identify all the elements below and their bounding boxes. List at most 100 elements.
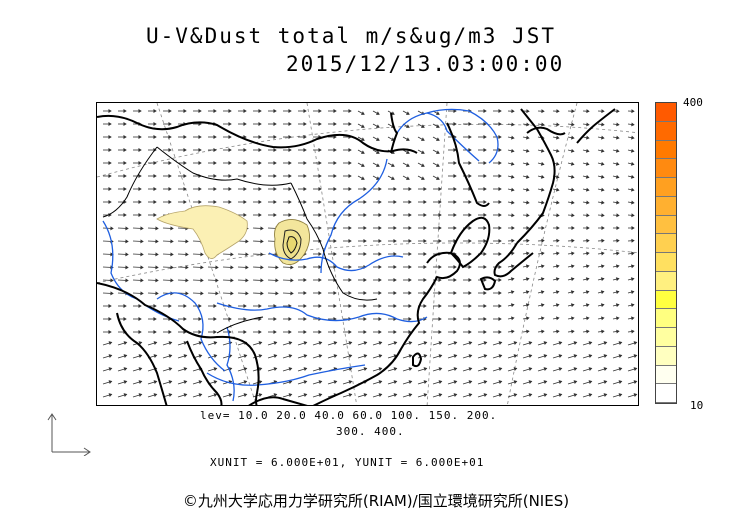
wind-arrow-head bbox=[586, 329, 590, 334]
wind-arrow-head bbox=[526, 200, 530, 205]
wind-arrow-head bbox=[630, 187, 635, 192]
wind-arrow-head bbox=[333, 161, 337, 165]
wind-arrow-head bbox=[423, 213, 427, 217]
wind-arrow-head bbox=[258, 393, 263, 397]
wind-arrow-head bbox=[138, 341, 143, 345]
wind-arrow-head bbox=[183, 148, 187, 152]
wind-arrow-head bbox=[630, 277, 635, 282]
wind-arrow-head bbox=[213, 135, 217, 139]
wind-arrow-head bbox=[333, 148, 337, 152]
wind-arrow-head bbox=[393, 213, 397, 217]
wind-arrow-head bbox=[423, 341, 428, 345]
wind-arrow-head bbox=[258, 341, 263, 345]
wind-arrow-head bbox=[483, 148, 487, 152]
wind-arrow-head bbox=[213, 174, 217, 178]
wind-arrow-head bbox=[258, 161, 262, 165]
wind-arrow-head bbox=[185, 278, 189, 283]
wind-arrow-head bbox=[420, 124, 425, 128]
wind-arrow-head bbox=[513, 367, 518, 371]
wind-arrow-head bbox=[541, 329, 545, 334]
wind-arrow-head bbox=[570, 277, 575, 282]
wind-arrow-head bbox=[168, 341, 173, 345]
wind-arrow-head bbox=[555, 148, 560, 153]
wind-arrow-head bbox=[155, 291, 159, 296]
wind-arrow-head bbox=[153, 187, 157, 191]
wind-arrow-head bbox=[258, 304, 262, 308]
wind-arrow-head bbox=[168, 354, 173, 358]
wind-arrow-head bbox=[215, 278, 219, 283]
wind-arrow-head bbox=[438, 187, 442, 191]
wind-arrow-head bbox=[556, 122, 560, 127]
wind-arrow-head bbox=[168, 174, 172, 178]
wind-arrow-head bbox=[198, 341, 203, 345]
wind-arrow-head bbox=[586, 135, 590, 140]
wind-arrow-head bbox=[585, 277, 590, 282]
wind-arrow-head bbox=[108, 317, 112, 321]
wind-arrow-head bbox=[423, 291, 427, 295]
wind-arrow-head bbox=[303, 367, 308, 371]
wind-arrow-head bbox=[360, 137, 365, 141]
wind-arrow-head bbox=[198, 317, 202, 321]
wind-arrow-head bbox=[586, 213, 590, 218]
wind-arrow-head bbox=[348, 354, 353, 358]
wind-arrow-head bbox=[303, 122, 307, 126]
wind-arrow-head bbox=[483, 252, 487, 256]
wind-arrow-head bbox=[498, 367, 503, 371]
wind-arrow-head bbox=[526, 135, 530, 140]
wind-arrow-head bbox=[525, 290, 530, 295]
wind-arrow-head bbox=[170, 239, 174, 244]
wind-arrow-head bbox=[243, 367, 248, 371]
wind-arrow-head bbox=[393, 265, 397, 269]
wind-arrow-head bbox=[453, 330, 457, 334]
wind-arrow-head bbox=[633, 354, 638, 358]
wind-arrow-head bbox=[438, 291, 442, 295]
wind-arrow-head bbox=[558, 380, 563, 384]
wind-arrow-head bbox=[348, 380, 353, 384]
wind-arrow-head bbox=[125, 278, 129, 283]
wind-arrow-head bbox=[555, 264, 560, 269]
wind-arrow-head bbox=[363, 393, 368, 397]
wind-arrow-head bbox=[390, 111, 395, 115]
wind-arrow-head bbox=[200, 265, 204, 270]
wind-arrow-head bbox=[630, 161, 635, 166]
wind-arrow-head bbox=[168, 148, 172, 152]
wind-arrow-head bbox=[616, 316, 620, 321]
wind-arrow-head bbox=[556, 329, 560, 334]
wind-arrow-head bbox=[408, 213, 412, 217]
colorbar-cell bbox=[656, 346, 676, 366]
wind-arrow-head bbox=[288, 200, 292, 204]
wind-arrow-head bbox=[273, 393, 278, 397]
wind-arrow-head bbox=[318, 252, 322, 256]
wind-arrow-head bbox=[168, 330, 172, 334]
wind-arrow-head bbox=[243, 213, 247, 217]
wind-arrow-head bbox=[183, 380, 188, 384]
wind-arrow-head bbox=[378, 367, 383, 371]
wind-arrow-head bbox=[556, 200, 560, 205]
wind-arrow-head bbox=[333, 252, 337, 256]
wind-arrow-head bbox=[438, 304, 442, 308]
wind-arrow-head bbox=[260, 265, 264, 270]
wind-arrow-head bbox=[215, 265, 219, 270]
wind-arrow-head bbox=[615, 187, 620, 192]
wind-arrow-head bbox=[185, 265, 189, 270]
wind-arrow-head bbox=[288, 304, 292, 308]
wind-arrow-head bbox=[573, 354, 578, 358]
wind-arrow-head bbox=[198, 148, 202, 152]
wind-arrow-head bbox=[288, 174, 292, 178]
wind-arrow-head bbox=[453, 304, 457, 308]
wind-arrow-head bbox=[318, 393, 323, 397]
wind-arrow-head bbox=[526, 122, 530, 127]
wind-arrow-head bbox=[348, 367, 353, 371]
wind-arrow-head bbox=[363, 367, 368, 371]
wind-arrow-head bbox=[243, 109, 247, 113]
wind-arrow-head bbox=[603, 341, 608, 345]
wind-arrow-head bbox=[303, 317, 307, 321]
wind-arrow-head bbox=[541, 109, 545, 114]
wind-arrow-head bbox=[183, 341, 188, 345]
wind-arrow-head bbox=[511, 329, 515, 334]
wind-arrow-head bbox=[153, 161, 157, 165]
wind-arrow-head bbox=[318, 161, 322, 165]
wind-arrow-head bbox=[273, 213, 277, 217]
wind-arrow-head bbox=[498, 187, 502, 191]
wind-arrow-head bbox=[273, 122, 277, 126]
